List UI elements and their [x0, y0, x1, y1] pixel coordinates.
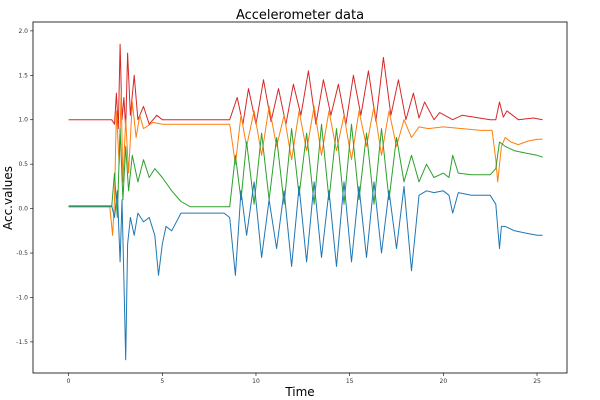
- y-tick-label: 2.0: [18, 28, 28, 35]
- y-tick-label: 0.5: [18, 161, 28, 168]
- series-layer: [68, 43, 543, 361]
- y-tick-label: -1.5: [16, 339, 28, 346]
- y-tick-label: -1.0: [16, 294, 28, 301]
- series-line-3: [68, 123, 543, 218]
- x-tick-label: 15: [346, 378, 354, 385]
- x-tick-label: 20: [440, 378, 448, 385]
- chart-title: Accelerometer data: [236, 8, 364, 23]
- x-axis-ticks: 0 5 10 15 20 25: [67, 373, 541, 385]
- x-tick-label: 10: [252, 378, 260, 385]
- series-line-1: [68, 43, 543, 130]
- plot-frame: [32, 21, 568, 374]
- x-tick-label: 25: [533, 378, 541, 385]
- series-line-2: [68, 92, 543, 236]
- x-tick-label: 5: [160, 378, 164, 385]
- y-tick-label: 1.5: [18, 72, 28, 79]
- y-tick-label: 1.0: [18, 117, 28, 124]
- series-line-4: [68, 181, 543, 361]
- y-axis-label: Acc.values: [1, 166, 15, 230]
- y-axis-ticks: 2.0 1.5 1.0 0.5 0.0 -0.5 -1.0 -1.5: [16, 28, 33, 346]
- y-tick-label: 0.0: [18, 206, 28, 213]
- x-axis-label: Time: [284, 385, 314, 399]
- y-tick-label: -0.5: [16, 250, 28, 257]
- x-tick-label: 0: [67, 378, 71, 385]
